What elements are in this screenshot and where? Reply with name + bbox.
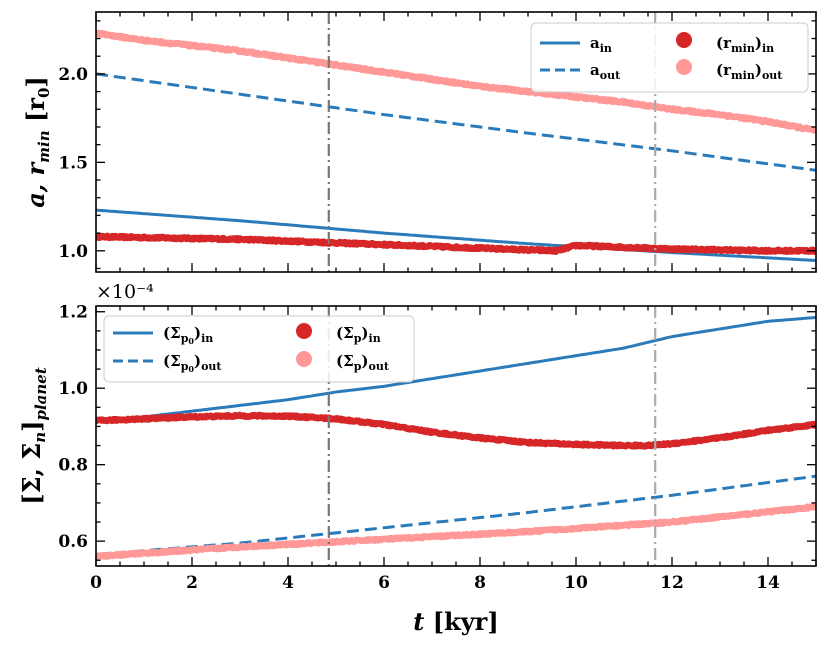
x-tick-label: 14 [756, 573, 780, 593]
legend-label-sp0-out: (Σp0)out [163, 352, 222, 374]
x-axis-label: t [kyr] [413, 607, 498, 636]
x-tick-label: 0 [90, 573, 102, 593]
legend-label-a-out: aout [590, 61, 621, 82]
x-tick-label: 8 [474, 573, 486, 593]
top-series-2-markers [96, 232, 816, 255]
bottom-axis-ticks: 0.6 0.8 1.0 1.2 0 2 4 6 8 10 12 14 [58, 303, 817, 593]
top-series-0-line [96, 208, 816, 262]
bottom-series-0-line [96, 316, 816, 423]
y-tick-label: 1.2 [58, 303, 88, 323]
legend-marker-rmin-out [676, 59, 692, 75]
y-tick-label: 2.0 [58, 65, 88, 85]
bottom-legend-frame [103, 315, 415, 383]
x-tick-label: 12 [660, 573, 684, 593]
top-series-3-markers [96, 29, 816, 134]
legend-label-rmin-in: (rmin)in [716, 34, 774, 55]
bottom-plot-area [96, 306, 816, 566]
y-tick-label: 1.5 [58, 153, 88, 173]
legend-marker-rmin-in [676, 32, 692, 48]
legend-label-rmin-out: (rmin)out [716, 61, 783, 82]
exponent-label: ×10⁻⁴ [96, 281, 154, 303]
top-axis-ticks: 1.0 1.5 2.0 [58, 12, 817, 272]
bottom-series-2-markers [96, 411, 816, 450]
legend-marker-sp-in [296, 323, 312, 339]
x-tick-label: 4 [282, 573, 294, 593]
y-tick-label: 1.0 [58, 379, 88, 399]
bottom-legend: (Σp0)in (Σp0)out (Σp)in (Σp)out [103, 315, 415, 383]
top-legend-frame [530, 22, 809, 93]
top-series-1-line [96, 72, 816, 172]
x-tick-label: 10 [564, 573, 588, 593]
legend-label-sp-in: (Σp)in [336, 324, 381, 345]
top-legend: ain aout (rmin)in (rmin)out [530, 22, 809, 93]
top-plot-area [96, 12, 816, 272]
bottom-panel: 0.6 0.8 1.0 1.2 0 2 4 6 8 10 12 14 ×10⁻⁴ [Σ, Σn]pla… [17, 281, 817, 636]
y-tick-label: 1.0 [58, 242, 88, 262]
legend-label-sp0-in: (Σp0)in [163, 324, 213, 346]
x-tick-label: 2 [186, 573, 198, 593]
legend-label-sp-out: (Σp)out [336, 352, 390, 373]
legend-marker-sp-out [296, 351, 312, 367]
y-tick-label: 0.8 [58, 456, 88, 476]
top-panel: 1.0 1.5 2.0 a, rmin [r0] ain aout (rmin)in… [21, 11, 817, 273]
bottom-series-1-line [96, 474, 816, 556]
x-tick-label: 6 [378, 573, 390, 593]
y-tick-label: 0.6 [58, 532, 88, 552]
top-y-axis-label: a, rmin [r0] [21, 76, 53, 208]
legend-label-a-in: ain [590, 34, 612, 55]
bottom-y-axis-label: [Σ, Σn]planet [17, 367, 50, 505]
bottom-series-3-markers [96, 503, 816, 561]
